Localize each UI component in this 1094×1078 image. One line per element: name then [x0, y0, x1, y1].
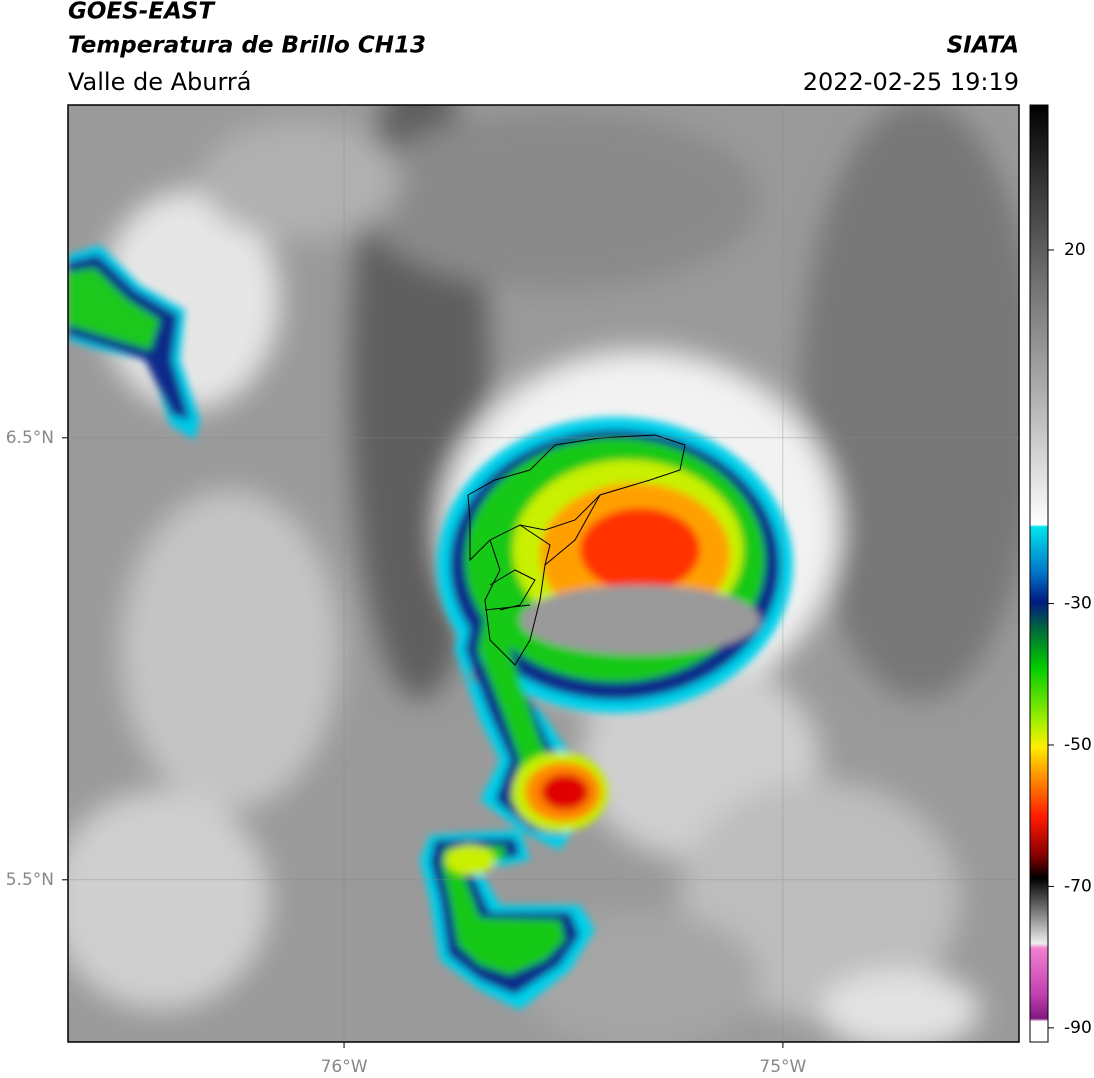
source: SIATA [947, 33, 1019, 59]
colorbar-tick-label: -30 [1064, 594, 1092, 614]
subtitle: Temperatura de Brillo CH13 [68, 33, 426, 59]
colorbar-tick-label: -90 [1064, 1018, 1092, 1038]
colorbar-tick-label: -50 [1064, 735, 1092, 755]
datetime: 2022-02-25 19:19 [803, 68, 1019, 96]
x-tick-label: 76°W [321, 1057, 368, 1077]
municipality-borders [467, 434, 686, 666]
colorbar-tick-label: 20 [1064, 240, 1086, 260]
colorbar [1029, 104, 1049, 1043]
title: GOES-EAST [68, 0, 216, 25]
region: Valle de Aburrá [68, 68, 252, 96]
y-tick-label: 6.5°N [6, 428, 54, 448]
y-tick-label: 5.5°N [6, 870, 54, 890]
colorbar-tick-label: -70 [1064, 876, 1092, 896]
map-frame [67, 104, 1020, 1043]
x-tick-label: 75°W [759, 1057, 806, 1077]
satellite-image [68, 105, 1019, 1042]
